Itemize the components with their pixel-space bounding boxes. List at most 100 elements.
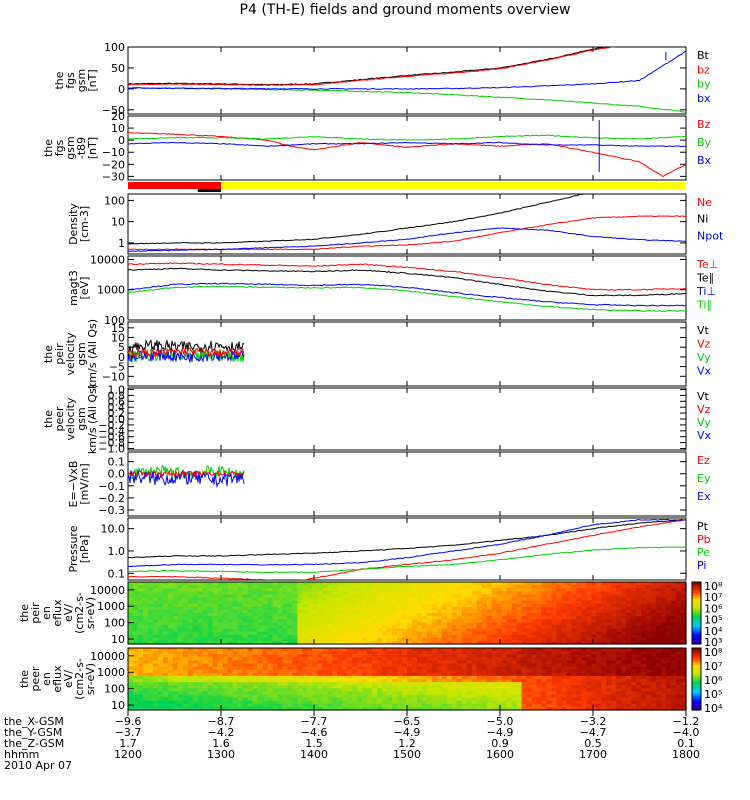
spectro-cell — [287, 603, 293, 608]
spectro-cell — [456, 631, 463, 636]
ytick-label-temp: 10000 — [90, 253, 125, 266]
xaxis-value: 1400 — [300, 748, 328, 761]
spectro-cell — [566, 663, 572, 668]
spectro-cell — [476, 609, 483, 614]
spectro-cell — [661, 603, 667, 608]
spectro-cell — [402, 628, 408, 633]
spectro-cell — [561, 694, 567, 699]
spectro-cell — [162, 672, 169, 677]
spectro-cell — [322, 600, 328, 605]
spectro-cell — [138, 613, 144, 617]
spectro-cell — [586, 688, 592, 692]
spectro-cell — [347, 700, 353, 705]
spectro-cell — [526, 657, 533, 661]
spectro-cell — [327, 703, 333, 708]
spectro-cell — [441, 585, 448, 589]
spectro-cell — [601, 679, 607, 683]
spectro-cell — [671, 672, 677, 677]
spectro-cell — [192, 585, 199, 589]
spectro-cell — [272, 637, 279, 642]
spectro-cell — [192, 616, 199, 620]
spectro-cell — [192, 628, 199, 633]
spectro-cell — [142, 606, 149, 611]
spectro-cell — [611, 663, 617, 668]
spectro-cell — [272, 594, 279, 599]
spectro-cell — [431, 663, 438, 668]
spectro-cell — [227, 585, 234, 589]
spectro-cell — [138, 634, 144, 639]
spectro-cell — [496, 679, 503, 683]
spectro-cell — [177, 613, 184, 617]
spectro-cell — [496, 619, 503, 623]
spectro-cell — [277, 631, 284, 636]
spectrogram-peir — [127, 581, 702, 645]
spectro-cell — [446, 640, 453, 645]
spectro-cell — [426, 585, 433, 589]
spectro-cell — [332, 588, 338, 592]
spectro-cell — [397, 588, 403, 592]
spectro-cell — [367, 666, 373, 671]
spectro-cell — [162, 697, 169, 702]
spectro-cell — [282, 582, 288, 586]
spectro-cell — [262, 691, 269, 696]
spectro-cell — [561, 616, 567, 620]
spectro-cell — [536, 654, 543, 658]
ytick-label-fgsdt: −20 — [102, 158, 125, 171]
spectro-cell — [167, 657, 174, 661]
spectro-cell — [252, 597, 259, 602]
spectro-cell — [402, 606, 408, 611]
spectro-cell — [561, 594, 567, 599]
spectro-cell — [172, 603, 179, 608]
spectro-cell — [133, 651, 139, 655]
spectro-cell — [237, 700, 244, 705]
spectro-cell — [491, 706, 498, 711]
spectro-cell — [327, 582, 333, 586]
spectro-cell — [387, 591, 393, 595]
spectro-cell — [322, 585, 328, 589]
spectro-cell — [242, 666, 249, 671]
spectro-cell — [227, 588, 234, 592]
spectro-cell — [247, 634, 254, 639]
spectro-cell — [157, 613, 164, 617]
spectro-cell — [666, 669, 672, 674]
spectro-cell — [591, 648, 597, 652]
spectro-cell — [536, 651, 543, 655]
spectro-cell — [297, 654, 303, 658]
colorbar-cell — [692, 613, 701, 616]
spectro-cell — [536, 706, 543, 711]
spectro-cell — [596, 591, 602, 595]
spectro-cell — [646, 591, 652, 595]
spectro-cell — [496, 651, 503, 655]
spectro-cell — [177, 588, 184, 592]
ytick-label-peir: 100 — [104, 617, 125, 630]
spectro-cell — [601, 700, 607, 705]
spectro-cell — [142, 634, 149, 639]
spectro-cell — [531, 600, 538, 605]
spectro-cell — [177, 685, 184, 689]
spectro-cell — [192, 691, 199, 696]
spectro-cell — [242, 622, 249, 626]
spectro-cell — [546, 685, 553, 689]
spectro-cell — [651, 657, 657, 661]
spectro-cell — [551, 651, 558, 655]
spectro-cell — [431, 706, 438, 711]
spectro-cell — [456, 628, 463, 633]
spectro-cell — [317, 675, 323, 680]
colorbar-cell — [692, 663, 701, 666]
series-temp-Ti∥ — [128, 285, 686, 312]
spectro-cell — [521, 691, 528, 696]
spectro-cell — [227, 591, 234, 595]
spectro-cell — [426, 606, 433, 611]
spectro-cell — [192, 648, 199, 652]
spectro-cell — [436, 700, 443, 705]
spectro-cell — [491, 691, 498, 696]
spectro-cell — [362, 609, 368, 614]
spectro-cell — [476, 657, 483, 661]
spectro-cell — [302, 706, 308, 711]
spectro-cell — [302, 622, 308, 626]
spectro-cell — [247, 700, 254, 705]
spectro-cell — [377, 640, 383, 645]
spectro-cell — [486, 669, 493, 674]
spectro-cell — [357, 622, 363, 626]
spectro-cell — [197, 703, 204, 708]
